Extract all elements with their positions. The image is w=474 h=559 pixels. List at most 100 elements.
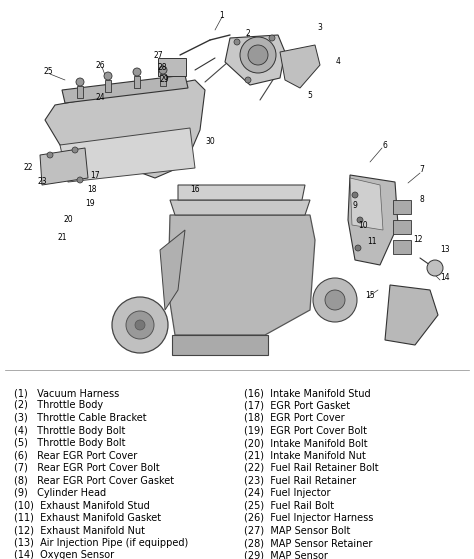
Text: (24)  Fuel Injector: (24) Fuel Injector	[244, 488, 330, 498]
Text: 30: 30	[205, 138, 215, 146]
Polygon shape	[168, 215, 315, 335]
Circle shape	[313, 278, 357, 322]
Text: 22: 22	[23, 163, 33, 173]
Circle shape	[159, 66, 167, 74]
Text: (10)  Exhaust Manifold Stud: (10) Exhaust Manifold Stud	[14, 500, 150, 510]
Polygon shape	[45, 80, 205, 178]
Bar	[77, 86, 83, 98]
Text: (26)  Fuel Injector Harness: (26) Fuel Injector Harness	[244, 513, 374, 523]
Text: 1: 1	[219, 11, 224, 20]
Text: (14)  Oxygen Sensor: (14) Oxygen Sensor	[14, 551, 114, 559]
Text: 25: 25	[43, 68, 53, 77]
Circle shape	[133, 68, 141, 76]
Text: 15: 15	[365, 291, 375, 300]
Text: (20)  Intake Manifold Bolt: (20) Intake Manifold Bolt	[244, 438, 368, 448]
Text: 20: 20	[63, 216, 73, 225]
Text: (18)  EGR Port Cover: (18) EGR Port Cover	[244, 413, 345, 423]
Text: (9)   Cylinder Head: (9) Cylinder Head	[14, 488, 106, 498]
Circle shape	[357, 217, 363, 223]
Text: (27)  MAP Sensor Bolt: (27) MAP Sensor Bolt	[244, 525, 350, 536]
Text: (1)   Vacuum Harness: (1) Vacuum Harness	[14, 388, 119, 398]
Text: 14: 14	[440, 273, 450, 282]
Text: (3)   Throttle Cable Bracket: (3) Throttle Cable Bracket	[14, 413, 147, 423]
Circle shape	[135, 320, 145, 330]
Text: 11: 11	[367, 238, 377, 247]
Text: (19)  EGR Port Cover Bolt: (19) EGR Port Cover Bolt	[244, 425, 367, 435]
Text: 4: 4	[336, 58, 340, 67]
Circle shape	[47, 152, 53, 158]
Text: 3: 3	[318, 23, 322, 32]
Text: (16)  Intake Manifold Stud: (16) Intake Manifold Stud	[244, 388, 371, 398]
Bar	[393, 200, 411, 214]
Bar	[160, 74, 166, 86]
Text: 29: 29	[159, 75, 169, 84]
Circle shape	[325, 290, 345, 310]
Text: (7)   Rear EGR Port Cover Bolt: (7) Rear EGR Port Cover Bolt	[14, 463, 160, 473]
Text: (12)  Exhaust Manifold Nut: (12) Exhaust Manifold Nut	[14, 525, 145, 536]
Text: 13: 13	[440, 245, 450, 254]
Polygon shape	[160, 230, 185, 310]
Text: (29)  MAP Sensor: (29) MAP Sensor	[244, 551, 328, 559]
Text: 18: 18	[87, 186, 97, 195]
Polygon shape	[40, 148, 88, 185]
Text: (22)  Fuel Rail Retainer Bolt: (22) Fuel Rail Retainer Bolt	[244, 463, 379, 473]
Text: 24: 24	[95, 92, 105, 102]
Circle shape	[352, 192, 358, 198]
Text: 12: 12	[413, 235, 423, 244]
Text: (17)  EGR Port Gasket: (17) EGR Port Gasket	[244, 400, 350, 410]
Text: (23)  Fuel Rail Retainer: (23) Fuel Rail Retainer	[244, 476, 356, 486]
Polygon shape	[385, 285, 438, 345]
Polygon shape	[172, 335, 268, 355]
Polygon shape	[348, 175, 398, 265]
Text: 16: 16	[190, 186, 200, 195]
Text: 26: 26	[95, 60, 105, 69]
Text: 10: 10	[358, 220, 368, 230]
Text: (6)   Rear EGR Port Cover: (6) Rear EGR Port Cover	[14, 451, 137, 461]
Text: 21: 21	[57, 234, 67, 243]
Circle shape	[112, 297, 168, 353]
Text: (2)   Throttle Body: (2) Throttle Body	[14, 400, 103, 410]
Bar	[393, 220, 411, 234]
Circle shape	[240, 37, 276, 73]
Polygon shape	[170, 200, 310, 215]
Polygon shape	[60, 128, 195, 182]
Bar	[134, 76, 140, 88]
Circle shape	[245, 77, 251, 83]
Text: 7: 7	[419, 165, 424, 174]
Bar	[0, 0, 474, 355]
Circle shape	[355, 245, 361, 251]
Text: 28: 28	[157, 64, 167, 73]
Text: (13)  Air Injection Pipe (if equipped): (13) Air Injection Pipe (if equipped)	[14, 538, 189, 548]
Bar	[105, 80, 111, 92]
Text: 23: 23	[37, 178, 47, 187]
Text: 2: 2	[246, 29, 250, 37]
Text: (11)  Exhaust Manifold Gasket: (11) Exhaust Manifold Gasket	[14, 513, 161, 523]
Text: 9: 9	[353, 201, 357, 210]
Polygon shape	[178, 185, 305, 200]
Text: (28)  MAP Sensor Retainer: (28) MAP Sensor Retainer	[244, 538, 373, 548]
Circle shape	[248, 45, 268, 65]
Polygon shape	[280, 45, 320, 88]
Text: 8: 8	[419, 196, 424, 205]
Text: 6: 6	[383, 140, 387, 149]
Text: (4)   Throttle Body Bolt: (4) Throttle Body Bolt	[14, 425, 126, 435]
Circle shape	[72, 147, 78, 153]
Circle shape	[234, 39, 240, 45]
Text: (5)   Throttle Body Bolt: (5) Throttle Body Bolt	[14, 438, 126, 448]
Bar	[393, 240, 411, 254]
Text: (25)  Fuel Rail Bolt: (25) Fuel Rail Bolt	[244, 500, 334, 510]
Polygon shape	[225, 35, 285, 85]
Circle shape	[76, 78, 84, 86]
Bar	[158, 58, 186, 76]
Polygon shape	[350, 178, 383, 230]
Text: (8)   Rear EGR Port Cover Gasket: (8) Rear EGR Port Cover Gasket	[14, 476, 174, 486]
Polygon shape	[62, 75, 188, 103]
Text: 27: 27	[153, 51, 163, 60]
Circle shape	[77, 177, 83, 183]
Circle shape	[427, 260, 443, 276]
Circle shape	[126, 311, 154, 339]
Circle shape	[104, 72, 112, 80]
Text: 5: 5	[308, 91, 312, 100]
Text: (21)  Intake Manifold Nut: (21) Intake Manifold Nut	[244, 451, 366, 461]
Text: 17: 17	[90, 170, 100, 179]
